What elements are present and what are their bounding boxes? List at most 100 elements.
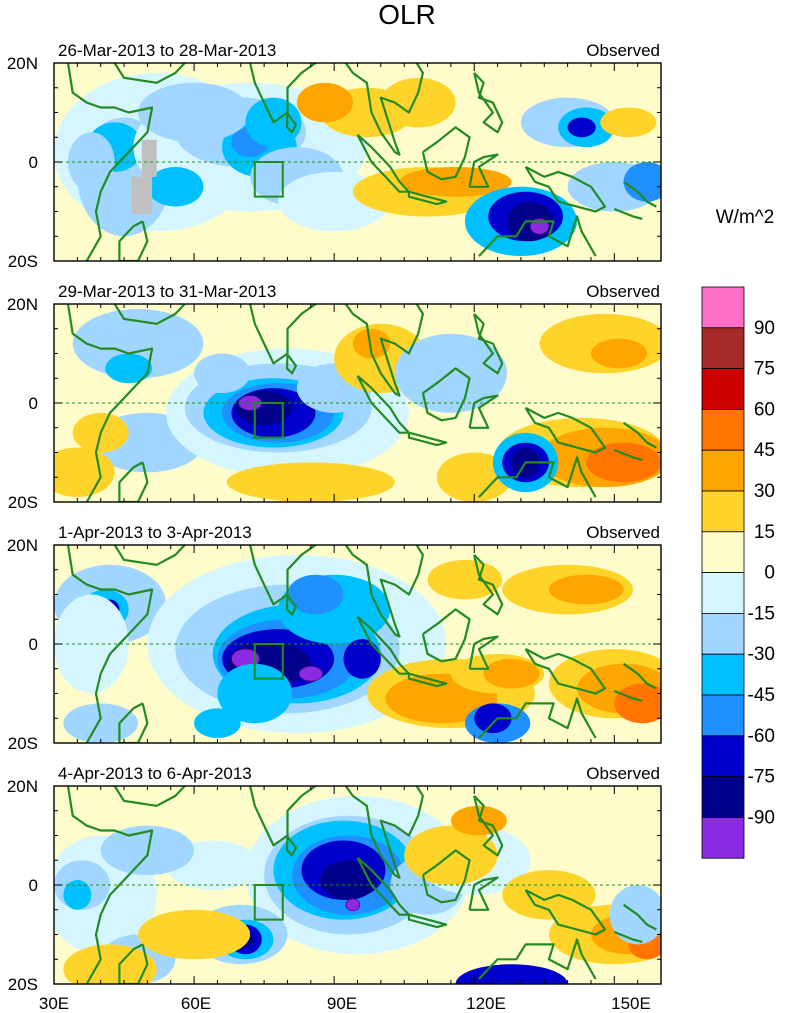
olr-anomaly-field: [54, 304, 661, 502]
anomaly-contour: [345, 898, 361, 912]
coastline: [285, 112, 297, 134]
lon-tick-150e: 150E: [611, 994, 651, 1013]
map-panel: 4-Apr-2013 to 6-Apr-2013 Observed 20N 0 20S: [7, 764, 662, 994]
lat-tick-label: 20S: [8, 975, 38, 994]
anomaly-contour: [296, 82, 353, 123]
coastline: [478, 938, 597, 980]
colorbar-swatch: [701, 327, 745, 369]
lat-tick-label: 20N: [7, 54, 38, 73]
coastline: [344, 63, 424, 156]
lon-tick-60e: 60E: [181, 994, 211, 1013]
anomaly-contour: [548, 574, 624, 605]
coastline: [478, 456, 597, 498]
lat-tick-label: 0: [29, 394, 38, 413]
coastline: [421, 126, 471, 181]
coastline: [613, 207, 643, 220]
coastlines: [66, 545, 657, 743]
lon-tick-30e: 30E: [39, 994, 69, 1013]
anomaly-contour: [105, 353, 153, 384]
coastline: [66, 63, 154, 261]
anomaly-contour: [147, 166, 204, 207]
anomaly-contour: [138, 909, 251, 960]
panel-date-range: 26-Mar-2013 to 28-Mar-2013: [58, 41, 276, 60]
coastline: [613, 448, 643, 461]
colorbar-swatch: [701, 776, 745, 818]
lat-tick-label: 20S: [8, 252, 38, 271]
coastline: [622, 421, 657, 449]
colorbar-label: -15: [748, 603, 775, 624]
tick-marks: [53, 303, 662, 503]
colorbar-label: 60: [754, 399, 775, 420]
coastline: [468, 876, 499, 911]
panel-status: Observed: [586, 41, 660, 60]
panel-date-range: 4-Apr-2013 to 6-Apr-2013: [58, 764, 252, 783]
coastline: [118, 702, 149, 743]
coastline: [622, 903, 657, 931]
map-panel: 1-Apr-2013 to 3-Apr-2013 Observed 20N 0 20S: [7, 523, 662, 753]
lat-tick-label: 0: [29, 635, 38, 654]
coastline: [473, 72, 504, 134]
anomaly-contour: [609, 885, 661, 945]
lat-tick-label: 20N: [7, 295, 38, 314]
olr-anomaly-field: [54, 786, 661, 984]
coastline: [66, 786, 154, 984]
tick-marks: [53, 544, 662, 744]
lon-tick-90e: 90E: [327, 994, 357, 1013]
coastline: [113, 304, 186, 325]
anomaly-contour: [427, 559, 503, 600]
coastline: [468, 153, 499, 188]
coastline: [285, 353, 297, 375]
panel-status: Observed: [586, 764, 660, 783]
colorbar-swatch: [701, 572, 745, 614]
anomaly-contour: [474, 703, 512, 734]
anomaly-contour: [194, 708, 241, 739]
colorbar-swatch: [701, 531, 745, 573]
panel-date-range: 29-Mar-2013 to 31-Mar-2013: [58, 282, 276, 301]
colorbar-swatch: [701, 286, 745, 329]
colorbar-swatch: [701, 694, 745, 737]
tick-marks: [53, 785, 662, 985]
coastline: [524, 406, 607, 454]
anomaly-contour: [63, 944, 157, 984]
longitude-axis: 30E 60E 90E 120E 150E: [39, 994, 651, 1013]
lat-tick-label: 0: [29, 876, 38, 895]
anomaly-contour: [590, 338, 647, 369]
anomaly-contour: [320, 860, 377, 900]
anomaly-contour: [586, 442, 661, 483]
anomaly-contour: [455, 964, 568, 984]
colorbar-label: 90: [754, 318, 775, 339]
coastline: [66, 304, 154, 502]
coastline: [118, 943, 149, 984]
coastline: [285, 835, 297, 857]
lat-tick-label: 20S: [8, 493, 38, 512]
coastlines: [66, 304, 657, 502]
coastline: [407, 431, 448, 447]
coastline: [622, 180, 657, 208]
colorbar-label: 15: [754, 522, 775, 543]
target-region-box: [253, 402, 284, 439]
coastline: [421, 849, 471, 904]
map-panel: 26-Mar-2013 to 28-Mar-2013 Observed 20N 0 20…: [7, 41, 662, 271]
anomaly-contour: [194, 353, 251, 394]
coastline: [524, 165, 607, 213]
units-label: W/m^2: [716, 207, 775, 228]
anomaly-contour: [54, 447, 115, 498]
colorbar-label: -45: [748, 685, 775, 706]
anomaly-contour: [72, 308, 204, 379]
anomaly-contour: [343, 639, 381, 679]
anomaly-contour: [226, 462, 395, 502]
colorbar: 90 75 60 45 30 15 0 -15 -30 -45 -60 -75 -90: [701, 286, 775, 859]
coastline: [222, 304, 318, 365]
coastlines: [66, 786, 657, 984]
anomaly-contour: [483, 658, 540, 689]
missing-data: [131, 176, 153, 214]
target-region-box: [253, 161, 284, 198]
coastline: [285, 594, 297, 616]
coastline: [118, 220, 149, 261]
coastline: [524, 889, 607, 936]
anomaly-contour: [567, 117, 596, 138]
coastline: [344, 786, 424, 879]
anomaly-contour: [138, 82, 251, 143]
colorbar-label: 0: [764, 563, 775, 584]
